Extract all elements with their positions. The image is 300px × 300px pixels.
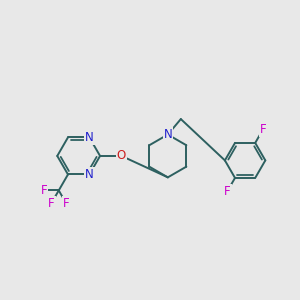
Text: N: N — [85, 131, 94, 144]
Text: F: F — [224, 185, 231, 198]
Text: N: N — [85, 168, 94, 181]
Text: F: F — [63, 197, 70, 210]
Text: F: F — [48, 197, 55, 210]
Text: F: F — [40, 184, 47, 197]
Text: O: O — [117, 149, 126, 162]
Text: F: F — [260, 123, 266, 136]
Text: N: N — [164, 128, 172, 141]
